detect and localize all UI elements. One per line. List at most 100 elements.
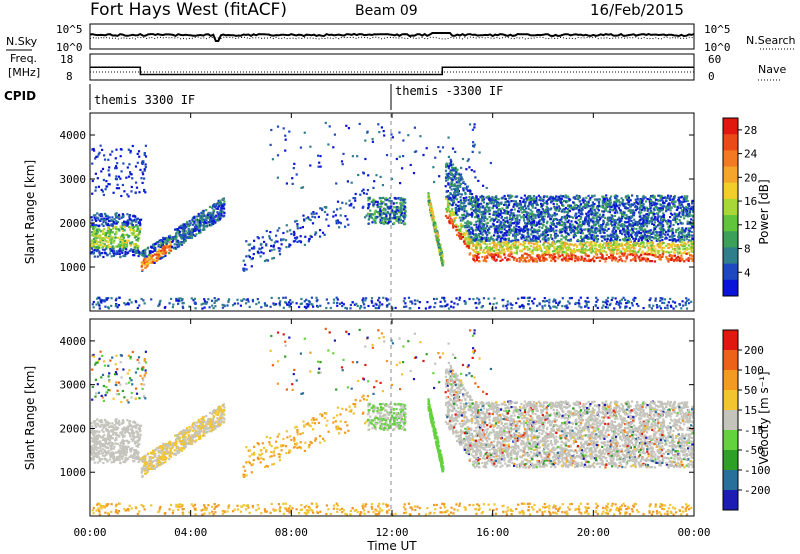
echo-cell bbox=[157, 256, 160, 259]
echo-cell bbox=[631, 258, 634, 261]
echo-cell bbox=[683, 195, 686, 198]
echo-cell bbox=[401, 212, 404, 215]
echo-cell bbox=[550, 201, 553, 204]
echo-cell bbox=[496, 230, 499, 233]
echo-cell bbox=[535, 196, 538, 199]
echo-cell bbox=[118, 252, 121, 256]
echo-cell bbox=[117, 228, 120, 231]
echo-cell bbox=[552, 222, 555, 226]
echo-cell bbox=[453, 213, 456, 216]
echo-cell bbox=[157, 245, 160, 248]
echo-cell bbox=[359, 193, 362, 196]
echo-cell bbox=[608, 205, 611, 208]
echo-cell bbox=[681, 205, 684, 208]
echo-cell bbox=[528, 247, 531, 251]
echo-cell bbox=[560, 234, 563, 237]
echo-cell bbox=[544, 212, 547, 215]
echo-cell bbox=[689, 247, 692, 250]
echo-cell bbox=[546, 245, 549, 248]
echo-cell bbox=[587, 194, 590, 197]
echo-cell bbox=[402, 214, 405, 217]
echo-cell bbox=[509, 214, 512, 217]
echo-cell bbox=[551, 254, 554, 258]
echo-cell bbox=[453, 211, 456, 214]
echo-cell bbox=[99, 252, 102, 255]
echo-cell bbox=[444, 176, 448, 179]
echo-cell bbox=[398, 206, 401, 210]
echo-cell bbox=[457, 209, 461, 213]
echo-cell bbox=[269, 249, 272, 252]
echo-cell bbox=[643, 231, 646, 234]
echo-cell bbox=[615, 200, 618, 203]
echo-cell bbox=[691, 241, 694, 244]
echo-cell bbox=[557, 195, 560, 198]
echo-cell bbox=[682, 228, 685, 231]
echo-cell bbox=[313, 212, 316, 215]
echo-cell bbox=[182, 223, 185, 226]
echo-cell bbox=[252, 245, 256, 248]
echo-cell bbox=[669, 209, 672, 212]
echo-cell bbox=[491, 200, 494, 204]
echo-cell bbox=[391, 222, 395, 226]
echo-cell bbox=[546, 230, 549, 233]
echo-cell bbox=[497, 215, 500, 218]
echo-cell bbox=[622, 254, 626, 257]
echo-cell bbox=[114, 157, 117, 160]
echo-cell bbox=[147, 258, 151, 262]
echo-cell bbox=[152, 243, 155, 246]
echo-cell bbox=[528, 222, 531, 225]
echo-cell bbox=[672, 231, 675, 234]
echo-cell bbox=[380, 213, 383, 216]
echo-cell bbox=[644, 218, 647, 221]
echo-cell bbox=[475, 215, 478, 218]
echo-cell bbox=[176, 231, 179, 234]
echo-cell bbox=[616, 205, 619, 208]
echo-cell bbox=[194, 218, 197, 221]
echo-cell bbox=[251, 257, 254, 260]
echo-cell bbox=[632, 249, 635, 252]
echo-cell bbox=[675, 230, 678, 234]
echo-cell bbox=[575, 204, 578, 207]
echo-cell bbox=[295, 237, 298, 240]
echo-cell bbox=[614, 247, 617, 250]
echo-cell bbox=[124, 254, 127, 258]
echo-cell bbox=[636, 195, 639, 198]
echo-cell bbox=[613, 195, 616, 198]
echo-cell bbox=[590, 235, 593, 238]
echo-cell bbox=[371, 216, 374, 219]
echo-cell bbox=[668, 202, 671, 205]
echo-cell bbox=[545, 230, 548, 234]
echo-cell bbox=[493, 212, 496, 215]
echo-cell bbox=[479, 239, 482, 242]
echo-cell bbox=[535, 239, 538, 242]
echo-cell bbox=[393, 221, 396, 225]
echo-cell bbox=[612, 205, 615, 208]
echo-cell bbox=[690, 250, 693, 253]
echo-cell bbox=[212, 204, 215, 207]
echo-cell bbox=[641, 228, 644, 231]
echo-cell bbox=[106, 240, 110, 243]
echo-cell bbox=[539, 259, 542, 262]
echo-cell bbox=[178, 226, 181, 229]
echo-cell bbox=[466, 244, 469, 248]
echo-cell bbox=[121, 222, 124, 225]
echo-cell bbox=[151, 260, 155, 263]
echo-cell bbox=[446, 216, 449, 219]
echo-cell bbox=[484, 212, 487, 215]
echo-cell bbox=[539, 199, 543, 202]
echo-cell bbox=[519, 258, 522, 261]
echo-cell bbox=[490, 202, 493, 205]
echo-cell bbox=[143, 255, 146, 258]
echo-cell bbox=[536, 254, 539, 258]
echo-cell bbox=[290, 232, 293, 236]
echo-cell bbox=[683, 200, 686, 203]
echo-cell bbox=[110, 249, 113, 252]
echo-cell bbox=[159, 249, 162, 252]
echo-cell bbox=[623, 230, 626, 233]
echo-cell bbox=[112, 219, 115, 222]
echo-cell bbox=[486, 256, 489, 259]
echo-cell bbox=[513, 239, 516, 242]
echo-cell bbox=[399, 211, 402, 214]
echo-cell bbox=[102, 255, 105, 259]
